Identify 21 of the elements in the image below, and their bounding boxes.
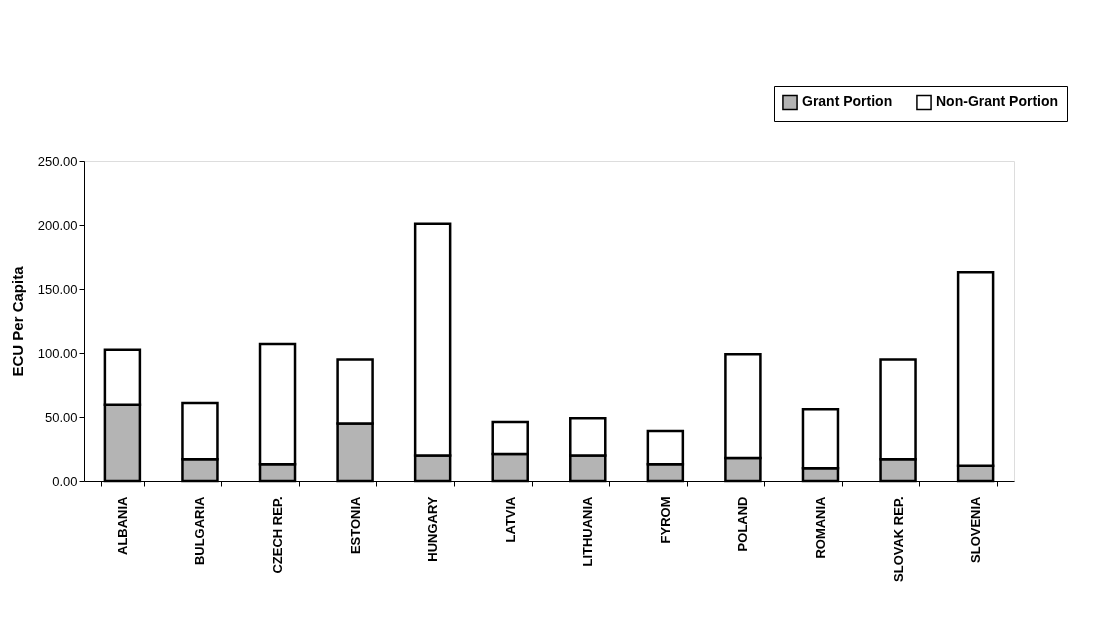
- y-tick-label: 50.00: [44, 409, 78, 425]
- x-tick-label: SLOVENIA: [968, 495, 984, 563]
- x-tick-label: CZECH REP.: [270, 496, 286, 574]
- x-tick-label: FYROM: [657, 496, 673, 544]
- x-tick-label: ALBANIA: [114, 495, 130, 555]
- y-tick-label: 0.00: [52, 473, 78, 489]
- y-tick-label: 100.00: [37, 345, 78, 361]
- x-tick-label: LITHUANIA: [580, 495, 596, 567]
- y-axis-title: ECU Per Capita: [8, 265, 26, 377]
- x-tick-label: HUNGARY: [425, 496, 441, 562]
- legend-label: Non-Grant Portion: [936, 93, 1059, 110]
- y-tick-label: 150.00: [37, 281, 78, 297]
- x-tick-label: ROMANIA: [812, 495, 828, 559]
- x-tick-label: SLOVAK REP.: [890, 496, 906, 582]
- y-tick-label: 200.00: [37, 217, 78, 233]
- y-tick-label: 250.00: [37, 153, 78, 169]
- x-tick-label: POLAND: [735, 496, 751, 552]
- x-tick-label: ESTONIA: [347, 495, 363, 555]
- x-tick-label: BULGARIA: [192, 495, 208, 566]
- x-tick-label: LATVIA: [502, 495, 518, 543]
- legend-label: Grant Portion: [802, 93, 893, 110]
